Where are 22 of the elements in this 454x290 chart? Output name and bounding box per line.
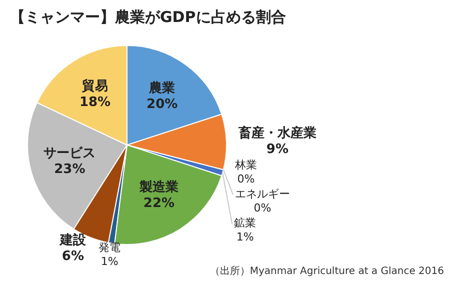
slice-label: 鉱業 <box>234 216 256 230</box>
text: 0% <box>237 172 255 186</box>
data-label: 6% <box>62 249 84 264</box>
chart-title: 【ミャンマー】農業がGDPに占める割合 <box>10 8 286 27</box>
slice-label: 畜産・水産業 <box>237 124 316 141</box>
slice-label: 発電 <box>98 240 121 254</box>
slice-label: サービス <box>44 146 96 162</box>
text: （出所）Myanmar Agriculture at a Glance 2016 <box>210 264 444 278</box>
data-label: 23% <box>54 162 86 178</box>
data-label: 22% <box>143 196 175 211</box>
data-label: 9% <box>266 142 288 157</box>
data-label: 18% <box>79 94 111 110</box>
slice-label: 建設 <box>58 232 87 248</box>
text: 0% <box>254 202 272 215</box>
slice-label: 製造業 <box>138 180 178 195</box>
slice-label: 貿易 <box>81 78 108 94</box>
data-label: 1% <box>236 230 254 244</box>
data-label: 20% <box>146 97 178 112</box>
data-label: 1% <box>100 254 118 268</box>
category-label: エネルギー <box>234 188 290 201</box>
slice-label: 農業 <box>148 81 176 96</box>
category-label: 林業 <box>234 158 257 172</box>
